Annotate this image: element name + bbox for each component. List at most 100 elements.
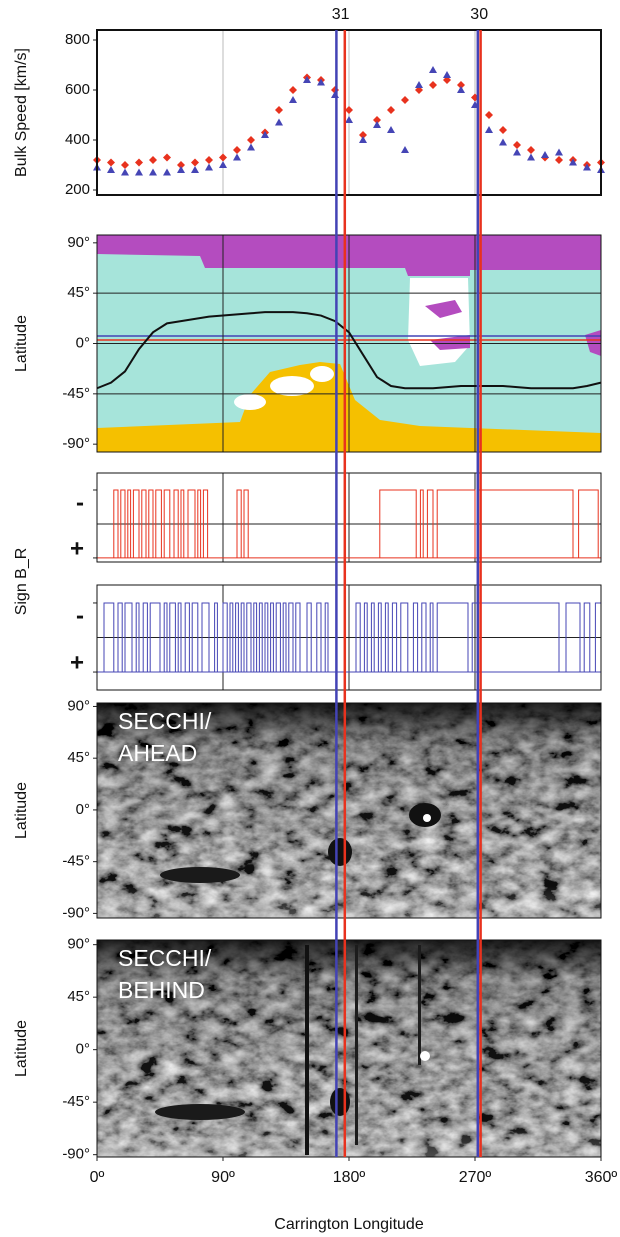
negative-interval [201, 602, 210, 673]
data-gap [305, 945, 309, 1155]
euv-shading [97, 940, 601, 1157]
positive-patch [430, 335, 470, 350]
negative-interval [141, 489, 147, 558]
image-title: SECCHI/ [118, 708, 212, 734]
negative-interval [377, 602, 382, 673]
negative-interval [202, 489, 209, 558]
speed-point [219, 153, 227, 162]
panel-frame [96, 29, 602, 196]
image-title: AHEAD [118, 740, 197, 766]
speed-point [527, 153, 535, 161]
negative-interval [124, 602, 133, 673]
negative-interval [419, 489, 424, 558]
negative-interval [127, 489, 132, 558]
panel-frame [96, 584, 602, 691]
closed-field-patch [234, 394, 266, 410]
neutral-line [96, 311, 602, 390]
negative-interval [169, 602, 176, 673]
y-tick-label: 200 [65, 181, 90, 198]
negative-interval [355, 602, 361, 673]
marker-label: 31 [332, 6, 350, 23]
negative-interval [184, 602, 190, 673]
speed-point [219, 161, 227, 168]
negative-interval [384, 602, 389, 673]
panel-frame [96, 234, 602, 453]
y-tick-label: 45° [67, 988, 90, 1005]
y-tick-label: 0° [76, 1041, 90, 1058]
speed-point [387, 106, 395, 114]
speed-point [401, 146, 409, 153]
speed-point [233, 146, 241, 154]
x-tick-label: 0º [90, 1169, 105, 1186]
negative-interval [135, 602, 140, 673]
speed-point [499, 126, 507, 134]
speed-point [135, 168, 143, 176]
negative-interval [187, 489, 196, 558]
negative-interval [235, 602, 239, 673]
marker-label: 30 [470, 6, 488, 23]
speed-point [163, 153, 171, 162]
speed-point [275, 106, 283, 114]
closed-field-patch [310, 366, 334, 382]
speed-point [121, 161, 129, 169]
data-gap [355, 945, 358, 1145]
speed-point [555, 148, 563, 156]
speed-point [527, 146, 535, 154]
y-tick-label: + [70, 649, 84, 676]
negative-interval [421, 602, 427, 673]
negative-interval [429, 602, 434, 673]
y-tick-label: -45° [62, 1093, 90, 1110]
negative-interval [436, 602, 469, 673]
y-tick-label: - [76, 489, 84, 516]
speed-point [415, 81, 423, 88]
negative-interval [142, 602, 148, 673]
y-axis-label: Latitude [13, 315, 30, 372]
y-tick-label: 45° [67, 284, 90, 301]
y-tick-label: 400 [65, 131, 90, 148]
speed-point [345, 116, 353, 123]
negative-interval [240, 602, 245, 673]
speed-point [401, 96, 409, 104]
negative-interval [246, 602, 252, 673]
speed-point [261, 131, 269, 138]
negative-interval [243, 489, 249, 558]
speed-point [289, 96, 297, 103]
positive-patch [425, 300, 462, 318]
negative-interval [436, 489, 476, 558]
speed-point [429, 81, 437, 89]
panel-frame [96, 472, 602, 563]
speed-point [583, 163, 591, 171]
closed-field-region [408, 278, 470, 366]
negative-interval [173, 489, 179, 558]
negative-interval [258, 602, 263, 673]
negative-interval [191, 602, 199, 673]
negative-interval [275, 602, 281, 673]
speed-point [205, 163, 213, 171]
speed-point [513, 148, 521, 156]
negative-interval [426, 489, 434, 558]
speed-point [233, 153, 241, 161]
negative-interval [363, 602, 368, 673]
x-tick-label: 360º [585, 1169, 618, 1186]
negative-interval [583, 602, 591, 673]
speed-point [359, 136, 367, 143]
speed-point [541, 151, 549, 158]
image-title: SECCHI/ [118, 945, 212, 971]
negative-interval [148, 489, 154, 558]
y-tick-label: 90° [67, 697, 90, 714]
negative-interval [163, 489, 171, 558]
y-axis-label: Latitude [13, 1020, 30, 1077]
negative-interval [316, 602, 322, 673]
negative-interval [149, 602, 161, 673]
speed-point [135, 158, 143, 167]
image-title: BEHIND [118, 977, 205, 1003]
speed-point [331, 91, 339, 98]
speed-point [429, 66, 437, 73]
speed-point [303, 76, 311, 83]
speed-point [289, 86, 297, 94]
negative-interval [578, 489, 599, 558]
negative-interval [391, 602, 398, 673]
speed-point [457, 86, 465, 93]
negative-interval [270, 602, 274, 673]
